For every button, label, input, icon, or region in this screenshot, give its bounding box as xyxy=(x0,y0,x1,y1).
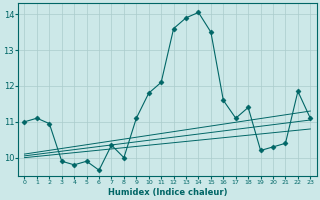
X-axis label: Humidex (Indice chaleur): Humidex (Indice chaleur) xyxy=(108,188,227,197)
